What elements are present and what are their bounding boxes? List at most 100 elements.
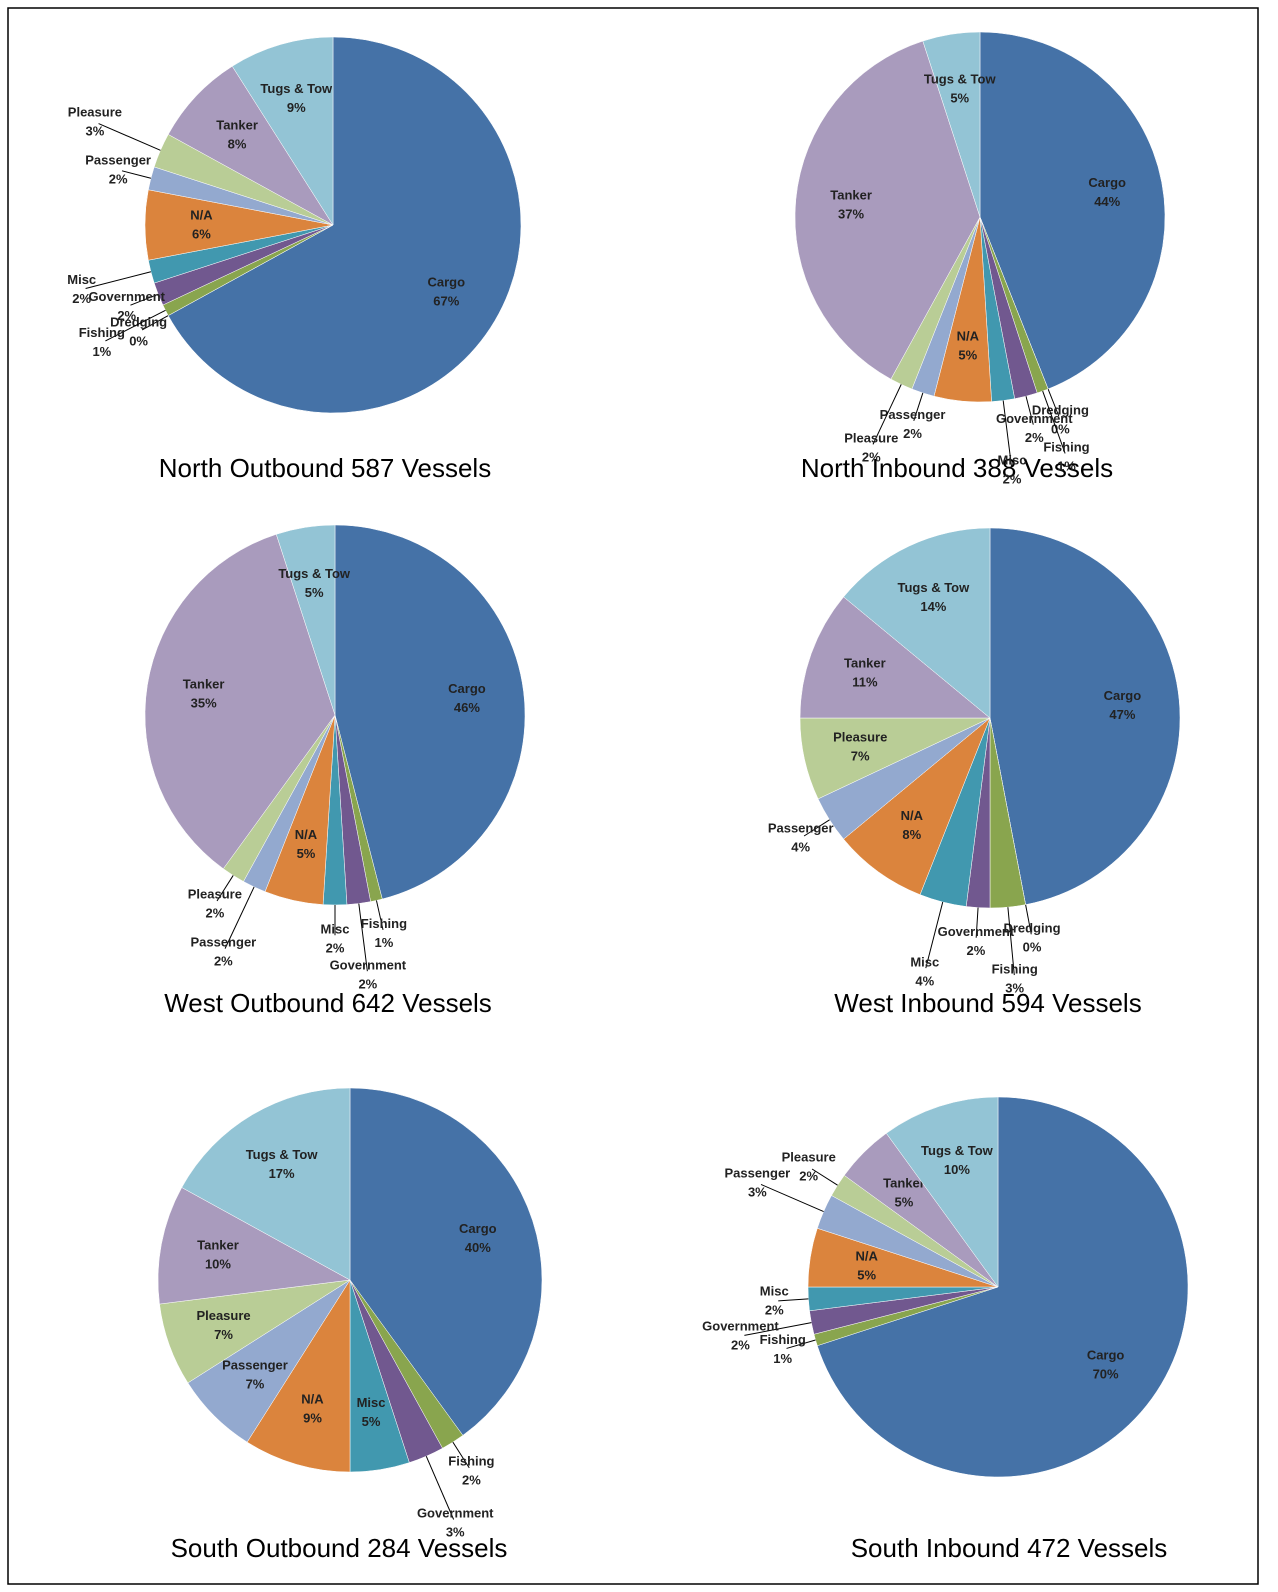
pie-slice [157,1187,351,1305]
slice-label: Misc [321,922,350,937]
slice-value-label: 2% [1025,430,1044,445]
pie-slice [349,1087,543,1436]
leader-line [925,901,944,969]
slice-label: N/A [855,1249,878,1264]
pie-slice [144,533,336,870]
leader-line [452,1441,470,1469]
slice-value-label: 37% [838,206,864,221]
slice-value-label: 70% [1093,1367,1119,1382]
slice-label: N/A [295,827,318,842]
chart-title: North Inbound 388 Vessels [801,453,1113,483]
leader-line [1002,400,1012,467]
slice-label: Tugs & Tow [924,72,997,87]
pie-slice [275,524,336,716]
slice-label: Misc [910,954,939,969]
leader-line [425,1456,455,1520]
pie-slice [799,596,991,719]
slice-value-label: 6% [192,226,211,241]
leader-line [760,1183,824,1213]
slice-value-label: 2% [205,906,224,921]
leader-line [130,293,159,306]
slice-label: Passenger [724,1165,790,1180]
slice-label: Government [88,289,165,304]
leader-line [375,900,384,931]
slice-value-label: 2% [731,1338,750,1353]
leader-line [1007,907,1015,976]
pie-slice [922,31,981,218]
slice-label: Tugs & Tow [260,81,333,96]
pie-slice [885,1096,999,1288]
slice-value-label: 35% [191,696,217,711]
frame [7,7,1259,1585]
slice-value-label: 44% [1094,194,1120,209]
leader-line [358,903,368,972]
slice-label: Fishing [361,916,407,931]
slice-value-label: 7% [851,748,870,763]
chart-title: North Outbound 587 Vessels [159,453,491,483]
slice-label: Cargo [1087,1348,1125,1363]
slice-value-label: 3% [85,123,104,138]
slice-value-label: 2% [1003,472,1022,487]
leader-line [975,907,979,938]
slice-value-label: 5% [950,91,969,106]
slice-label: Dredging [1003,921,1060,936]
slice-value-label: 1% [773,1351,792,1366]
slice-value-label: 7% [246,1376,265,1391]
slice-label: Tanker [883,1175,925,1190]
leader-line [121,170,152,179]
slice-value-label: 1% [375,935,394,950]
slice-value-label: 14% [920,599,946,614]
chart-title: South Inbound 472 Vessels [851,1533,1168,1563]
slice-label: Fishing [992,961,1038,976]
slice-value-label: 5% [895,1194,914,1209]
slice-label: Tugs & Tow [921,1143,994,1158]
pie-slice [979,31,1166,390]
slice-label: Government [702,1319,779,1334]
leader-line [224,886,255,949]
slice-value-label: 46% [454,700,480,715]
slice-value-label: 2% [214,954,233,969]
slice-label: Government [417,1506,494,1521]
slice-label: Cargo [1088,175,1126,190]
slice-label: Misc [998,453,1027,468]
leader-line [803,819,830,837]
slice-label: Pleasure [844,430,898,445]
slice-label: Tugs & Tow [278,566,351,581]
leader-line [872,384,902,445]
slice-value-label: 2% [862,449,881,464]
slice-value-label: 2% [462,1473,481,1488]
pie-slice [989,527,1181,905]
slice-label: Cargo [427,274,465,289]
slice-value-label: 1% [1057,459,1076,474]
slice-value-label: 5% [362,1414,381,1429]
slice-label: Pleasure [833,729,887,744]
pie-slice [246,1279,351,1473]
slice-label: Misc [357,1395,386,1410]
slice-value-label: 10% [944,1162,970,1177]
slice-value-label: 4% [791,840,810,855]
slice-label: Fishing [1043,440,1089,455]
slice-label: Cargo [448,681,486,696]
leader-line [778,1298,809,1302]
slice-value-label: 11% [852,674,878,689]
slice-label: Dredging [1032,402,1089,417]
pie-slice [334,524,526,900]
slice-label: N/A [190,207,213,222]
leader-line [98,123,161,151]
slice-value-label: 8% [228,136,247,151]
slice-value-label: 2% [799,1168,818,1183]
slice-label: Fishing [760,1332,806,1347]
slice-label: Tugs & Tow [246,1147,319,1162]
slice-value-label: 0% [129,333,148,348]
slice-label: Fishing [79,325,125,340]
leader-line [1025,904,1032,935]
leader-line [1025,396,1034,425]
slice-value-label: 9% [303,1411,322,1426]
slice-label: N/A [957,328,980,343]
pie-slice [181,1087,351,1281]
leader-line [1047,388,1060,417]
leader-line [216,875,234,902]
slice-label: Tanker [183,677,225,692]
slice-label: Pleasure [68,104,122,119]
slice-label: Government [330,958,407,973]
